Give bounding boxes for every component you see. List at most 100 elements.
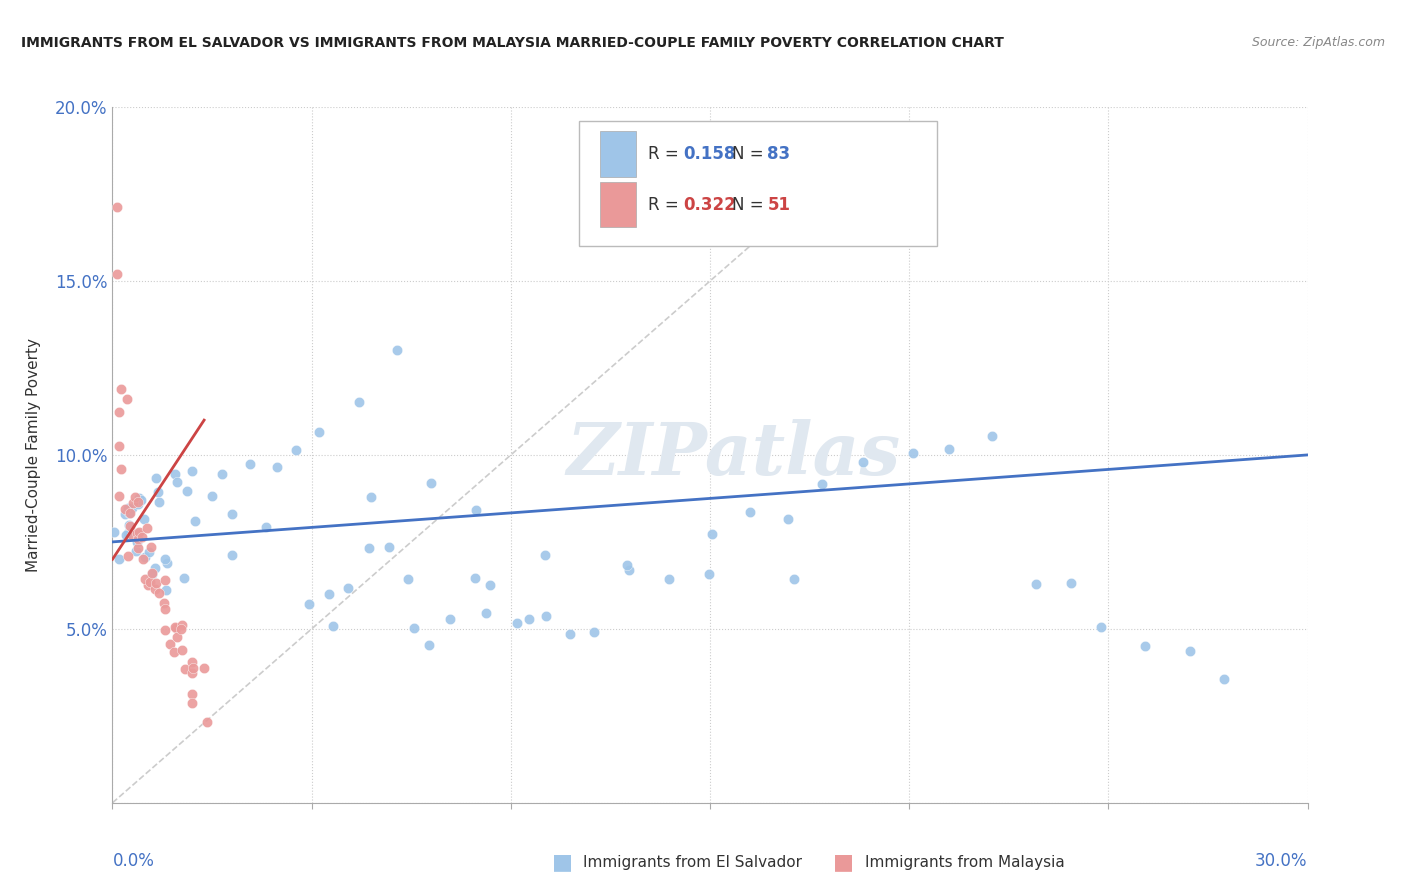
Point [117, 549, 139, 563]
Point [159, 637, 181, 651]
Point [121, 495, 143, 509]
Point [901, 446, 924, 460]
Text: 30.0%: 30.0% [1256, 852, 1308, 870]
Point [107, 404, 129, 418]
Point [170, 623, 193, 637]
Point [121, 528, 143, 542]
Point [176, 484, 198, 499]
Text: 0.158: 0.158 [683, 145, 737, 163]
Point [128, 491, 150, 505]
Point [141, 566, 163, 581]
Point [170, 643, 193, 657]
Point [118, 518, 141, 533]
Point [181, 696, 204, 710]
Point [114, 528, 136, 542]
Text: 51: 51 [768, 196, 790, 214]
Point [152, 596, 174, 610]
Point [124, 490, 146, 504]
Point [138, 545, 160, 559]
Point [533, 548, 555, 562]
Point [1025, 577, 1047, 591]
Point [378, 540, 401, 554]
Point [145, 576, 167, 591]
Point [136, 521, 159, 535]
Point [103, 525, 125, 540]
Point [105, 268, 128, 282]
Point [357, 541, 380, 555]
Point [145, 471, 167, 485]
Point [118, 507, 141, 521]
Point [419, 475, 441, 490]
Point [174, 662, 197, 676]
Point [322, 619, 344, 633]
Point [155, 624, 177, 638]
Text: 83: 83 [768, 145, 790, 163]
Point [506, 615, 529, 630]
Point [402, 621, 425, 635]
Point [558, 626, 581, 640]
Point [180, 655, 202, 669]
Point [239, 458, 262, 472]
Point [110, 462, 132, 476]
Point [155, 583, 177, 598]
Point [981, 429, 1004, 443]
Point [702, 527, 724, 541]
Point [195, 714, 218, 729]
Point [181, 687, 204, 701]
Point [1060, 576, 1083, 591]
Text: ■: ■ [834, 853, 853, 872]
Point [519, 612, 541, 626]
Point [127, 495, 149, 509]
Point [108, 551, 131, 566]
Point [118, 517, 141, 532]
Point [121, 500, 143, 515]
Point [132, 551, 155, 566]
Point [658, 572, 681, 586]
Point [127, 535, 149, 549]
Text: R =: R = [648, 145, 683, 163]
Point [128, 524, 150, 539]
Point [1090, 620, 1112, 634]
Point [254, 519, 277, 533]
Point [347, 395, 370, 409]
Point [439, 611, 461, 625]
Point [465, 502, 488, 516]
Point [740, 506, 762, 520]
Point [298, 597, 321, 611]
Point [474, 606, 496, 620]
Point [139, 575, 162, 590]
Point [117, 392, 139, 406]
Point [418, 638, 440, 652]
Point [336, 581, 359, 595]
Point [107, 490, 129, 504]
Point [478, 577, 501, 591]
FancyBboxPatch shape [579, 121, 938, 246]
Point [396, 572, 419, 586]
Point [125, 526, 148, 541]
Point [134, 549, 156, 564]
Text: R =: R = [648, 196, 683, 214]
Point [153, 574, 176, 588]
Text: Immigrants from Malaysia: Immigrants from Malaysia [865, 855, 1064, 870]
Point [125, 544, 148, 558]
Point [616, 558, 638, 573]
Point [534, 608, 557, 623]
Point [699, 566, 721, 581]
Point [148, 585, 170, 599]
Point [463, 570, 485, 584]
Bar [600, 182, 636, 227]
Text: 0.0%: 0.0% [112, 852, 155, 870]
Point [134, 573, 156, 587]
Point [166, 475, 188, 489]
Bar [600, 131, 636, 177]
Point [132, 512, 155, 526]
Point [173, 571, 195, 585]
Point [318, 587, 340, 601]
Point [285, 443, 308, 458]
Text: ZIPatlas: ZIPatlas [567, 419, 901, 491]
Point [148, 494, 170, 508]
Point [136, 578, 159, 592]
Point [131, 530, 153, 544]
Point [1212, 672, 1234, 686]
Point [938, 442, 960, 457]
